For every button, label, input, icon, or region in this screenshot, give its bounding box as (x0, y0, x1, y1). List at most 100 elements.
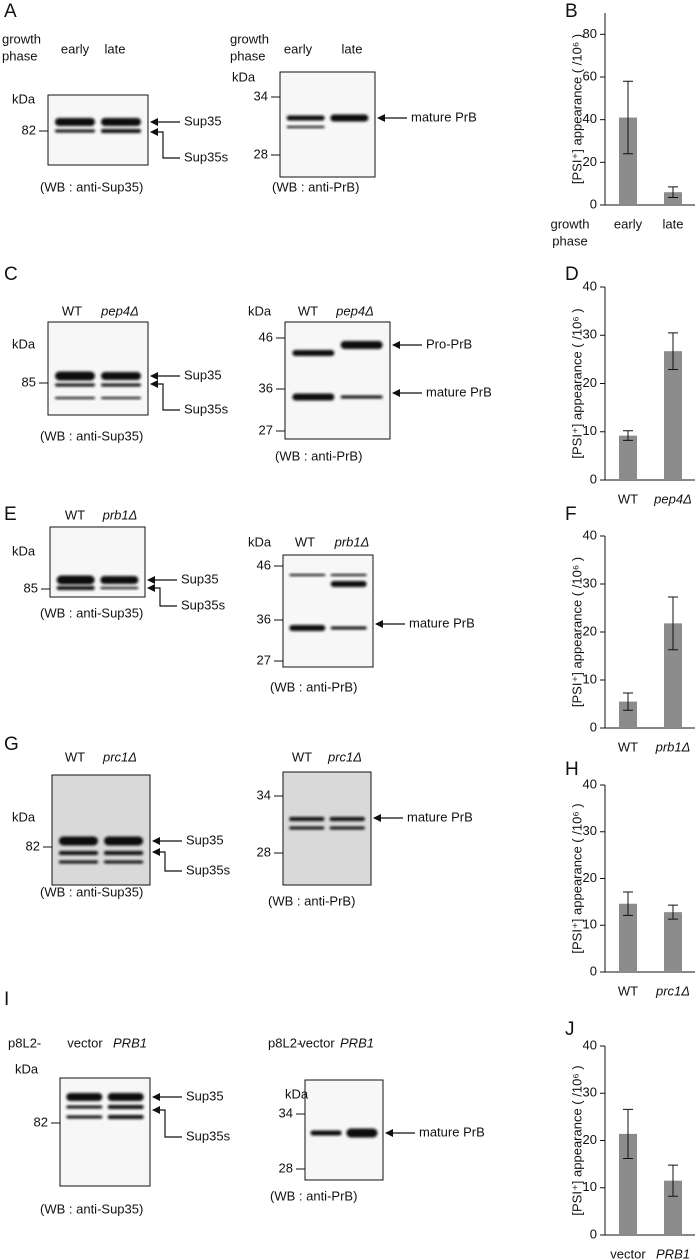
panel-letter: J (565, 1019, 575, 1040)
band (101, 397, 141, 399)
error-bar (623, 891, 633, 916)
kda-label: kDa (285, 1086, 309, 1101)
band (107, 1093, 144, 1101)
y-tick-label: 0 (590, 963, 597, 978)
lane-label: PRB1 (340, 1035, 374, 1050)
lane-label: WT (65, 749, 85, 764)
y-tick-label: 40 (583, 111, 597, 126)
band (55, 383, 95, 387)
x-tick-label: prb1Δ (655, 739, 691, 754)
x-tick-label: pep4Δ (653, 491, 692, 506)
y-axis-label: [PSI⁺] appearance ( /10⁶ ) (569, 34, 584, 184)
y-tick-label: 20 (583, 1132, 597, 1147)
panel-letter: D (565, 264, 579, 285)
x-tick-label: WT (618, 491, 638, 506)
kda-label: kDa (248, 534, 272, 549)
error-bar (623, 1108, 633, 1159)
arrow-label: Sup35s (186, 862, 231, 877)
blot-image (279, 71, 376, 178)
prefix-label: growth (2, 31, 41, 46)
band (292, 393, 335, 401)
marker-label: 85 (22, 374, 36, 389)
band (55, 397, 95, 399)
caption: (WB : anti-Sup35) (40, 884, 143, 899)
y-axis-label: [PSI⁺] appearance ( /10⁶ ) (569, 557, 584, 707)
arrow-label: Sup35s (186, 1128, 231, 1143)
lane-label: early (284, 41, 313, 56)
marker-label: 82 (26, 838, 40, 853)
band (101, 372, 141, 380)
caption: (WB : anti-PrB) (268, 893, 355, 908)
y-tick-label: 10 (583, 1179, 597, 1194)
error-bar (668, 332, 678, 371)
arrow-label: Sup35 (181, 571, 219, 586)
arrow-label: Pro-PrB (426, 336, 472, 351)
kda-label: kDa (12, 91, 36, 106)
blot-image (282, 554, 374, 668)
panel-letter: E (4, 504, 17, 525)
y-axis-label: [PSI⁺] appearance ( /10⁶ ) (569, 803, 584, 953)
band (101, 129, 141, 133)
y-axis-label: [PSI⁺] appearance ( /10⁶ ) (569, 308, 584, 458)
marker-label: 82 (34, 1114, 48, 1129)
y-tick-label: 30 (583, 1085, 597, 1100)
marker-label: 28 (254, 146, 268, 161)
x-tick-label: early (614, 216, 643, 231)
panel-letter: G (4, 734, 19, 755)
arrow (152, 1106, 182, 1138)
y-tick-label: 40 (583, 278, 597, 293)
error-bar (623, 80, 633, 155)
lane-label: WT (62, 303, 82, 318)
band (310, 1130, 342, 1136)
lane-label: vector (299, 1035, 335, 1050)
lane-label: prb1Δ (334, 534, 370, 549)
bar (664, 1180, 682, 1235)
arrow-label: Sup35 (186, 1088, 224, 1103)
band (329, 817, 365, 821)
arrow-label: mature PrB (426, 384, 492, 399)
band (340, 341, 383, 349)
lane-label: early (61, 41, 90, 56)
band (289, 817, 325, 821)
y-tick-label: 40 (583, 1037, 597, 1052)
marker-label: 85 (24, 580, 38, 595)
y-tick-label: 20 (583, 870, 597, 885)
panel-letter: F (565, 504, 577, 525)
marker-label: 27 (259, 422, 273, 437)
y-tick-label: 10 (583, 671, 597, 686)
y-tick-label: 0 (590, 719, 597, 734)
blot-image (49, 526, 146, 598)
band (58, 851, 99, 855)
arrow-label: Sup35s (184, 149, 229, 164)
lane-label: vector (67, 1035, 103, 1050)
marker-label: 28 (279, 1160, 293, 1175)
band (289, 826, 325, 830)
y-tick-label: 60 (583, 68, 597, 83)
band (103, 851, 144, 855)
bar (664, 351, 682, 480)
band (56, 586, 95, 590)
bar (619, 903, 637, 972)
y-tick-label: 0 (590, 471, 597, 486)
marker-label: 34 (257, 787, 271, 802)
arrow-label: Sup35s (184, 401, 229, 416)
band (103, 836, 144, 846)
band (107, 1105, 144, 1109)
band (329, 826, 365, 830)
blot-image (47, 321, 149, 416)
blot-image (284, 321, 391, 440)
error-bar (668, 186, 678, 199)
prefix-label: growth (230, 31, 269, 46)
error-bar (668, 904, 678, 920)
marker-label: 46 (257, 557, 271, 572)
y-tick-label: 30 (583, 327, 597, 342)
y-tick-label: 10 (583, 917, 597, 932)
band (66, 1093, 103, 1101)
arrow (150, 128, 180, 159)
prefix-label: p8L2- (8, 1035, 41, 1050)
kda-label: kDa (12, 336, 36, 351)
kda-label: kDa (248, 303, 272, 318)
y-tick-label: 40 (583, 776, 597, 791)
arrow-label: Sup35 (184, 113, 222, 128)
lane-label: prc1Δ (327, 749, 362, 764)
